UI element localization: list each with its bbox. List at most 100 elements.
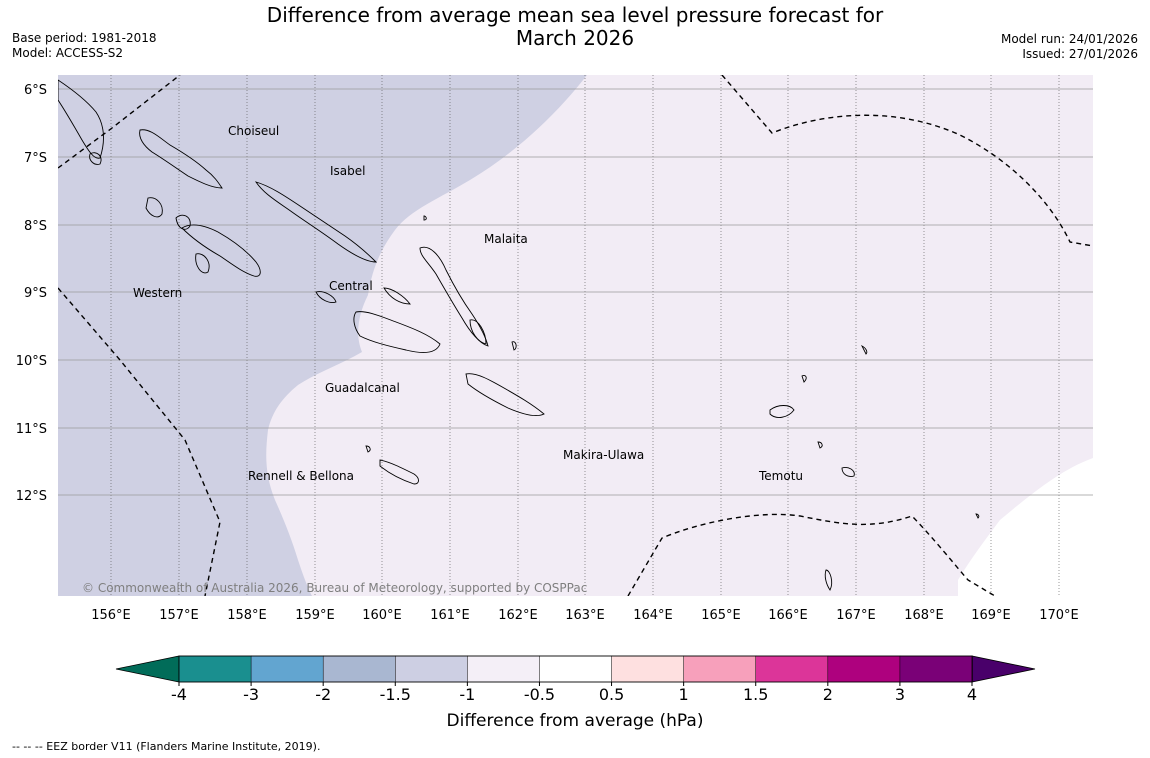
title-line-1: Difference from average mean sea level p… [266,3,884,27]
region-label-temotu: Temotu [758,469,803,483]
colorbar-segment [755,655,829,683]
ontong-java [423,215,427,221]
colorbar-tick-label: 3 [895,685,905,704]
region-labels: Choiseul Isabel Malaita Western Central … [133,124,803,483]
utupua [817,441,823,449]
savo [383,287,411,305]
map-area: Choiseul Isabel Malaita Western Central … [58,75,1093,596]
region-label-guadalcanal: Guadalcanal [325,381,400,395]
anomaly-dark-region [58,75,587,596]
islands [58,79,980,591]
model-run: Model run: 24/01/2026 [1000,32,1138,46]
new-georgia [181,224,261,277]
santa-cruz [769,405,795,418]
base-period: Base period: 1981-2018 [12,31,157,45]
colorbar-segment [322,655,397,683]
isabel-island [254,181,378,263]
colorbar-tick-label: -0.5 [524,685,555,704]
lon-label: 157°E [159,608,199,623]
lon-label: 166°E [768,608,808,623]
lon-label: 169°E [971,608,1011,623]
malaita-island [419,246,489,347]
lon-label: 167°E [836,608,876,623]
model-name: Model: ACCESS-S2 [12,46,124,60]
colorbar-segment [250,655,324,683]
longitude-labels: 156°E 157°E 158°E 159°E 160°E 161°E 162°… [91,608,1079,623]
malaita-south [469,319,487,345]
issued-date: Issued: 27/01/2026 [1022,47,1138,61]
region-label-makira-ulawa: Makira-Ulawa [563,448,644,462]
anuta [975,513,980,519]
bougainville-tip [58,79,104,159]
lon-label: 168°E [904,608,944,623]
colorbar-segment [683,655,757,683]
copyright-text: © Commonwealth of Australia 2026, Bureau… [82,581,587,595]
colorbar-frame [178,655,973,683]
rennell [379,459,419,485]
colorbar-over-arrow [971,655,1036,683]
lat-label: 7°S [24,151,47,166]
lon-label: 165°E [701,608,741,623]
florida-islands [315,291,337,303]
colorbar: -4 -3 -2 -1.5 -1 -0.5 0.5 1 1.5 2 3 4 Difference fr… [115,655,1036,731]
lat-label: 9°S [24,286,47,301]
lon-label: 163°E [565,608,605,623]
footnote: -- -- -- EEZ border V11 (Flanders Marine… [12,740,321,753]
vanikoro [841,467,855,477]
lon-label: 164°E [633,608,673,623]
lon-label: 170°E [1039,608,1079,623]
latitude-labels: 6°S 7°S 8°S 9°S 10°S 11°S 12°S [16,83,47,504]
lat-label: 11°S [16,422,47,437]
colorbar-tick-label: -2 [315,685,331,704]
lat-label: 10°S [16,354,47,369]
tikopia [824,569,833,591]
region-label-isabel: Isabel [330,164,365,178]
colorbar-tick-label: 2 [823,685,833,704]
ulawa [511,341,517,351]
colorbar-segment [611,655,685,683]
colorbar-segment [178,655,252,683]
reef-islands [801,375,807,383]
region-label-western: Western [133,286,182,300]
run-info: Model run: 24/01/2026 Issued: 27/01/2026 [1001,32,1138,62]
colorbar-tick-label: -1.5 [380,685,411,704]
colorbar-segment [539,655,613,683]
kolombangara [175,214,191,230]
eez-border [58,75,1093,596]
colorbar-tick-label: 1 [679,685,689,704]
colorbar-tick-label: -3 [243,685,259,704]
region-label-malaita: Malaita [484,232,528,246]
colorbar-tick-label: 4 [967,685,977,704]
lon-label: 156°E [91,608,131,623]
latitude-gridlines [58,88,1093,496]
rendova [195,253,210,274]
colorbar-tick-label: 0.5 [599,685,624,704]
shortland [89,152,102,165]
colorbar-under-arrow [115,655,180,683]
lon-label: 159°E [295,608,335,623]
colorbar-segment [827,655,901,683]
colorbar-label: Difference from average (hPa) [447,711,704,731]
guadalcanal-island [353,311,441,353]
region-label-rennell-bellona: Rennell & Bellona [248,469,354,483]
lat-label: 12°S [16,489,47,504]
vella-lavella [145,197,163,218]
region-label-choiseul: Choiseul [228,124,279,138]
colorbar-tick-label: -4 [171,685,187,704]
colorbar-segment [899,655,973,683]
model-info: Base period: 1981-2018 Model: ACCESS-S2 [12,31,157,61]
colorbar-segment [395,655,469,683]
makira-island [465,373,545,417]
lon-label: 160°E [362,608,402,623]
colorbar-tick-label: -1 [459,685,475,704]
choiseul-island [139,129,223,189]
lat-label: 8°S [24,219,47,234]
colorbar-tick-label: 1.5 [743,685,768,704]
title-line-2: March 2026 [515,26,635,50]
colorbar-segment [467,655,541,683]
bellona [365,445,371,453]
lat-label: 6°S [24,83,47,98]
lon-label: 161°E [430,608,470,623]
region-label-central: Central [329,279,373,293]
